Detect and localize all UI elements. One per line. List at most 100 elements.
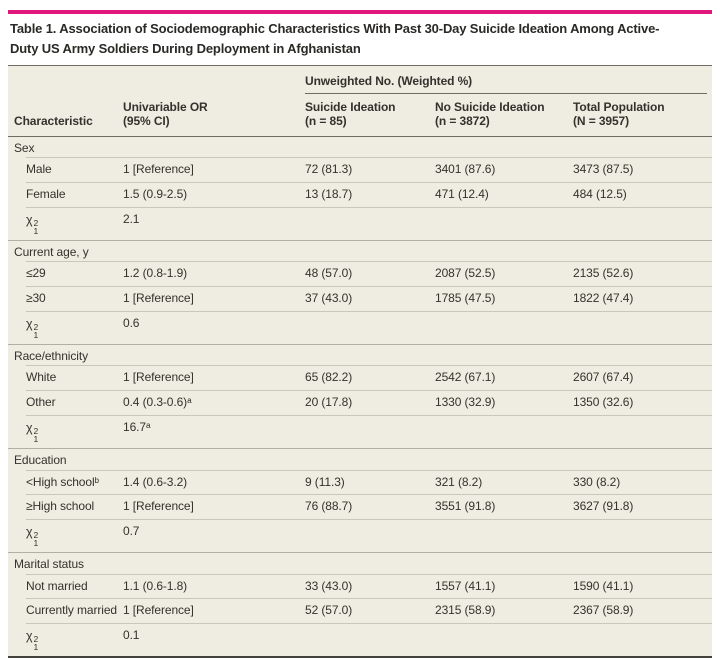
section-label: Marital status [14, 557, 84, 572]
row-label: ≥High school [26, 499, 95, 514]
chi-superscript: 2 [33, 530, 39, 541]
row-label: White [26, 370, 57, 385]
table-row: Other 0.4 (0.3-0.6)ᵃ 20 (17.8) 1330 (32.9) 1… [8, 390, 712, 415]
table-row: White 1 [Reference] 65 (82.2) 2542 (67.1) 26… [8, 365, 712, 390]
column-header-characteristic: Characteristic [14, 114, 93, 129]
column-header-total-population: Total Population (N = 3957) [573, 100, 665, 129]
table-section: Race/ethnicity White 1 [Reference] 65 (82.2… [8, 344, 712, 448]
chi-symbol: χ [26, 629, 33, 644]
table-cell: 2542 (67.1) [435, 370, 496, 385]
table-cell: 16.7ᵃ [123, 419, 151, 434]
table-cell: 37 (43.0) [305, 291, 353, 306]
section-label: Current age, y [14, 244, 89, 259]
table-cell: 1.2 (0.8-1.9) [123, 266, 188, 281]
table-cell [305, 311, 435, 344]
table-cell: 2087 (52.5) [435, 266, 496, 281]
table-cell [573, 623, 712, 656]
chi-subscript: 1 [33, 538, 39, 549]
table-section: Education <High schoolᵇ 1.4 (0.6-3.2) 9 (11… [8, 448, 712, 552]
table-cell [435, 311, 573, 344]
table-cell: 1.5 (0.9-2.5) [123, 186, 188, 201]
table-cell [573, 519, 712, 552]
table-cell: 1 [Reference] [123, 162, 194, 177]
table-cell: 3401 (87.6) [435, 162, 496, 177]
table-cell: 1.4 (0.6-3.2) [123, 474, 188, 489]
table-cell: 0.6 [123, 315, 140, 330]
table-cell: 330 (8.2) [573, 474, 621, 489]
table-cell: 1 [Reference] [123, 291, 194, 306]
table-cell: 1590 (41.1) [573, 578, 634, 593]
table-row: ≥High school 1 [Reference] 76 (88.7) 3551 (… [8, 494, 712, 519]
column-header-suicide-ideation: Suicide Ideation (n = 85) [305, 100, 396, 129]
chi-superscript: 2 [33, 425, 39, 436]
table-cell [435, 207, 573, 240]
table-section: Current age, y ≤29 1.2 (0.8-1.9) 48 (57.0) 2… [8, 239, 712, 344]
row-label: <High schoolᵇ [26, 474, 99, 489]
table-cell: 1350 (32.6) [573, 395, 634, 410]
table-cell: 1330 (32.9) [435, 395, 496, 410]
table-cell: 3473 (87.5) [573, 162, 634, 177]
table-title: Table 1. Association of Sociodemographic… [10, 21, 660, 56]
row-label: Other [26, 395, 56, 410]
table-row: <High schoolᵇ 1.4 (0.6-3.2) 9 (11.3) 321 (8… [8, 469, 712, 495]
table-cell [305, 415, 435, 448]
table-row: Female 1.5 (0.9-2.5) 13 (18.7) 471 (12.4) 48… [8, 181, 712, 207]
table-cell [305, 207, 435, 240]
table-cell: 13 (18.7) [305, 186, 353, 201]
table-row: Male 1 [Reference] 72 (81.3) 3401 (87.6) 347… [8, 157, 712, 182]
table-row: Not married 1.1 (0.6-1.8) 33 (43.0) 1557 (4… [8, 573, 712, 599]
chi-superscript: 2 [33, 321, 39, 332]
row-label: Not married [26, 578, 88, 593]
column-header-univariable-or: Univariable OR (95% CI) [123, 100, 208, 129]
table-row: ≤29 1.2 (0.8-1.9) 48 (57.0) 2087 (52.5) 2135… [8, 261, 712, 286]
chi-superscript: 2 [33, 634, 39, 645]
table-cell: 1557 (41.1) [435, 578, 496, 593]
table-cell: 72 (81.3) [305, 162, 353, 177]
table-accent-bar [8, 10, 712, 14]
chi-square-row: χ 2 1 0.7 [8, 519, 712, 552]
table-cell: 0.1 [123, 628, 140, 643]
table-cell [305, 623, 435, 656]
chi-symbol: χ [26, 525, 33, 540]
section-label: Sex [14, 140, 35, 155]
chi-subscript: 1 [33, 329, 39, 340]
table-cell: 1 [Reference] [123, 370, 194, 385]
table-cell: 321 (8.2) [435, 474, 483, 489]
table-row: ≥30 1 [Reference] 37 (43.0) 1785 (47.5) 1822… [8, 286, 712, 311]
table-cell: 1.1 (0.6-1.8) [123, 578, 188, 593]
table-cell [573, 311, 712, 344]
chi-superscript: 2 [33, 217, 39, 228]
table-cell: 20 (17.8) [305, 395, 353, 410]
table-cell: 2135 (52.6) [573, 266, 634, 281]
table-cell: 3627 (91.8) [573, 499, 634, 514]
table-cell: 9 (11.3) [305, 474, 345, 489]
table-section: Sex Male 1 [Reference] 72 (81.3) 3401 (87.6)… [8, 137, 712, 240]
table-cell: 1 [Reference] [123, 499, 194, 514]
table-cell: 48 (57.0) [305, 266, 353, 281]
table-cell [573, 415, 712, 448]
table-cell: 76 (88.7) [305, 499, 353, 514]
chi-square-row: χ 2 1 0.6 [8, 310, 712, 344]
table-cell: 2607 (67.4) [573, 370, 634, 385]
row-label: ≥30 [26, 291, 46, 306]
span-header-unweighted-no: Unweighted No. (Weighted %) [305, 71, 707, 94]
page: Table 1. Association of Sociodemographic… [8, 10, 712, 658]
table-cell: 1822 (47.4) [573, 291, 634, 306]
table-cell [573, 207, 712, 240]
table-cell: 65 (82.2) [305, 370, 353, 385]
table-cell: 0.4 (0.3-0.6)ᵃ [123, 395, 192, 410]
table-cell [305, 519, 435, 552]
chi-square-row: χ 2 1 2.1 [8, 206, 712, 240]
chi-subscript: 1 [33, 642, 39, 653]
chi-subscript: 1 [33, 225, 39, 236]
section-label: Race/ethnicity [14, 349, 88, 363]
table-body: Sex Male 1 [Reference] 72 (81.3) 3401 (87.6)… [8, 137, 712, 657]
table-cell: 3551 (91.8) [435, 499, 496, 514]
